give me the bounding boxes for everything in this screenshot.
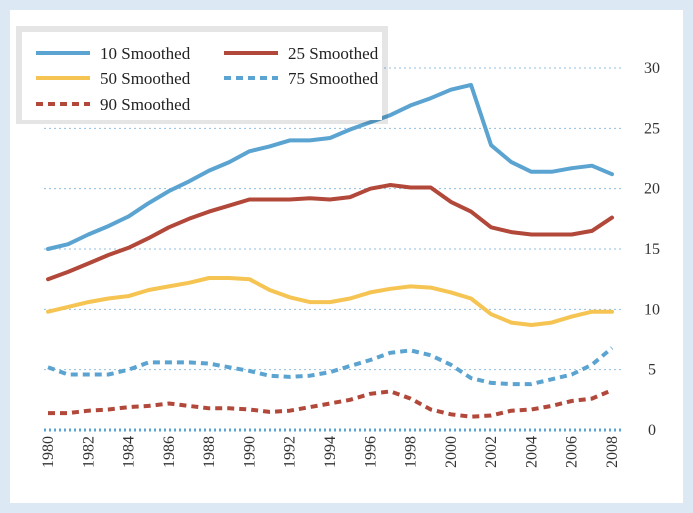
series-line-50-smoothed bbox=[46, 276, 614, 327]
y-axis: 0 5 10 15 20 25 30 bbox=[644, 60, 660, 439]
legend-label-10-smoothed: 10 Smoothed bbox=[100, 44, 191, 63]
legend-label-90-smoothed: 90 Smoothed bbox=[100, 95, 191, 114]
series-lines bbox=[46, 82, 614, 419]
y-tick-label: 30 bbox=[644, 60, 660, 77]
y-tick-label: 25 bbox=[644, 120, 660, 137]
series-line-75-smoothed bbox=[47, 346, 614, 387]
x-tick-label: 1996 bbox=[362, 436, 379, 468]
y-tick-label: 20 bbox=[644, 181, 660, 198]
x-axis: 1980 1982 1984 1986 1988 1990 1992 1994 1996 1998… bbox=[40, 436, 621, 468]
x-tick-label: 2002 bbox=[483, 436, 500, 468]
x-tick-label: 1998 bbox=[403, 436, 420, 468]
x-tick-label: 1982 bbox=[80, 436, 97, 468]
x-tick-label: 1980 bbox=[40, 436, 57, 468]
legend-label-75-smoothed: 75 Smoothed bbox=[288, 69, 379, 88]
x-tick-label: 1990 bbox=[241, 436, 258, 468]
y-tick-label: 5 bbox=[648, 362, 656, 379]
x-tick-label: 1984 bbox=[121, 436, 138, 468]
x-tick-label: 1994 bbox=[322, 436, 339, 468]
x-tick-label: 2004 bbox=[523, 436, 540, 468]
x-tick-label: 1986 bbox=[161, 436, 178, 468]
legend-label-25-smoothed: 25 Smoothed bbox=[288, 44, 379, 63]
y-tick-label: 0 bbox=[648, 422, 656, 439]
gridlines bbox=[44, 67, 622, 432]
series-line-10-smoothed bbox=[46, 82, 614, 251]
y-tick-label: 15 bbox=[644, 241, 660, 258]
y-tick-label: 10 bbox=[644, 301, 660, 318]
x-tick-label: 2006 bbox=[564, 436, 581, 468]
x-tick-label: 2008 bbox=[604, 436, 621, 468]
legend-label-50-smoothed: 50 Smoothed bbox=[100, 69, 191, 88]
series-line-90-smoothed bbox=[48, 388, 613, 419]
legend: 10 Smoothed 25 Smoothed 50 Smoothed 75 Smoo… bbox=[16, 26, 388, 124]
x-tick-label: 1992 bbox=[282, 436, 299, 468]
series-line-25-smoothed bbox=[46, 183, 614, 282]
x-tick-label: 1988 bbox=[201, 436, 218, 468]
x-tick-label: 2000 bbox=[443, 436, 460, 468]
